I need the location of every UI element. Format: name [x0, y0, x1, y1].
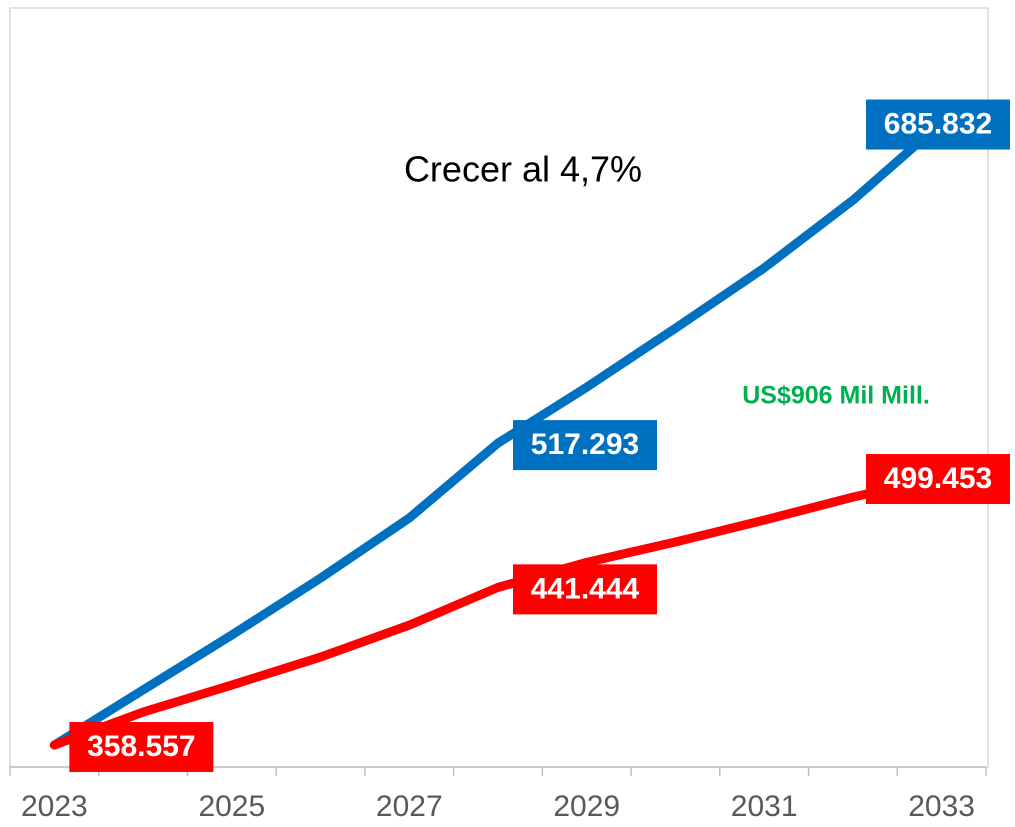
data-label: 517.293: [531, 428, 639, 461]
x-tick-label: 2033: [908, 790, 975, 823]
x-tick-label: 2025: [198, 790, 265, 823]
annotation: Crecer al 4,7%: [404, 149, 642, 190]
x-tick-label: 2031: [731, 790, 798, 823]
data-label: 685.832: [884, 107, 992, 140]
data-label: 441.444: [531, 572, 640, 605]
data-label: 358.557: [87, 730, 195, 763]
data-label: 499.453: [884, 462, 992, 495]
data-label-box: [866, 99, 1010, 150]
series-line: [49, 472, 947, 750]
data-label-box: [69, 722, 214, 773]
data-label-box: [513, 564, 657, 615]
data-label-box: [866, 454, 1010, 505]
x-tick-label: 2023: [21, 790, 88, 823]
x-tick-label: 2027: [376, 790, 443, 823]
series-line: [49, 118, 947, 750]
x-tick-label: 2029: [553, 790, 620, 823]
data-label-box: [513, 420, 657, 471]
annotation: US$906 Mil Mill.: [742, 382, 930, 410]
